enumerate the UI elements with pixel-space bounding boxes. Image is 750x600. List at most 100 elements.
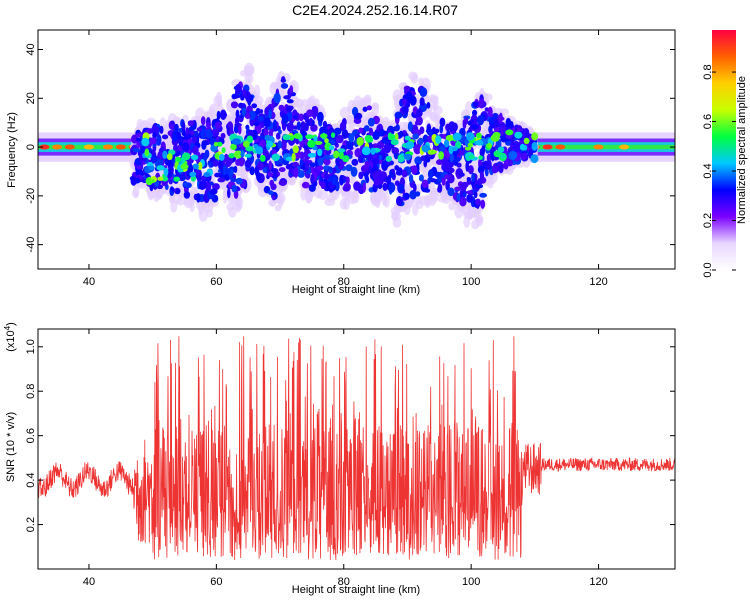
spectral-hotspot	[214, 152, 220, 160]
spectral-blob	[231, 184, 238, 193]
spectral-halo	[360, 96, 372, 105]
spectral-blob	[136, 139, 141, 149]
spectral-halo	[243, 62, 255, 77]
spectral-halo	[228, 207, 237, 218]
spectral-hotspot	[162, 150, 168, 159]
spectral-hotspot	[228, 152, 236, 159]
spectral-blob	[132, 148, 141, 153]
spectral-blob	[281, 76, 286, 83]
spectral-blob	[432, 166, 437, 173]
spectral-halo	[296, 99, 302, 114]
spectral-blob	[263, 117, 271, 128]
spectral-blob	[373, 178, 381, 186]
spectral-hotspot	[427, 149, 437, 155]
spectral-hotspot	[233, 150, 243, 159]
spectral-blob	[391, 168, 395, 175]
spectral-blob	[281, 114, 289, 125]
spectral-blob	[196, 174, 203, 182]
spectral-blob	[419, 126, 425, 134]
spectral-blob	[313, 180, 318, 187]
spectral-blob	[401, 169, 408, 178]
spectral-peak	[619, 144, 630, 150]
spectrogram-panel: 40 60 80 100 120 -40 -20 0 20 40 Height of strai…	[6, 29, 676, 296]
spectral-halo	[390, 212, 402, 221]
spectral-halo	[231, 203, 243, 211]
spectral-hotspot	[320, 133, 328, 139]
spectral-hotspot	[361, 146, 371, 156]
spectral-blob	[505, 117, 512, 129]
spectral-hotspot	[523, 137, 530, 145]
spectral-blob	[220, 132, 226, 139]
spectral-blob	[402, 192, 410, 200]
spectral-hotspot	[397, 154, 405, 163]
spectral-blob	[172, 130, 178, 142]
spectral-blob	[335, 137, 340, 144]
spectral-hotspot	[216, 141, 223, 147]
spectral-blob	[470, 124, 479, 130]
spectral-hotspot	[148, 165, 155, 171]
spectral-blob	[289, 166, 294, 175]
spectral-blob	[327, 166, 333, 174]
spectral-blob	[209, 188, 218, 195]
spectral-hotspot	[497, 146, 505, 153]
spectral-blob	[232, 94, 239, 99]
x-tick-label: 40	[83, 276, 95, 288]
spectral-blob	[324, 173, 330, 180]
spectral-blob	[310, 174, 315, 185]
spectral-blob	[251, 103, 258, 109]
spectral-blob	[308, 184, 316, 192]
spectral-blob	[316, 165, 324, 171]
spectral-hotspot	[531, 132, 539, 141]
spectral-blob	[466, 193, 474, 203]
spectral-blob	[238, 156, 245, 167]
spectral-blob	[331, 167, 337, 174]
spectral-peak	[39, 144, 50, 150]
spectral-blob	[211, 129, 220, 134]
spectral-blob	[352, 158, 359, 166]
spectral-blob	[441, 175, 446, 186]
spectral-blob	[339, 121, 347, 132]
spectral-blob	[342, 176, 348, 181]
spectral-blob	[481, 145, 486, 154]
spectral-blob	[297, 170, 305, 178]
spectral-blob	[293, 167, 299, 178]
spectral-blob	[155, 136, 162, 146]
spectral-blob	[181, 121, 186, 133]
spectral-blob	[161, 134, 169, 140]
spectral-hotspot	[141, 137, 150, 147]
spectral-blob	[391, 147, 399, 154]
spectral-hotspot	[421, 144, 430, 153]
spectral-blob	[267, 190, 274, 195]
spectral-blob	[219, 109, 227, 120]
spectral-blob	[270, 183, 277, 191]
spectrogram-image	[38, 62, 675, 230]
spectral-hotspot	[530, 154, 539, 164]
spectral-blob	[448, 121, 456, 132]
spectral-hotspot	[149, 178, 156, 184]
spectral-blob	[454, 157, 461, 163]
spectral-halo	[465, 101, 473, 115]
spectral-blob	[262, 149, 269, 157]
spectral-blob	[475, 183, 484, 189]
y-tick-label: 0.8	[25, 384, 37, 399]
spectral-blob	[333, 127, 342, 135]
spectral-blob	[465, 160, 470, 172]
spectral-blob	[255, 107, 261, 115]
spectral-blob	[467, 165, 474, 175]
spectral-blob	[278, 129, 282, 135]
spectral-blob	[405, 102, 411, 108]
spectral-halo	[206, 208, 214, 218]
spectral-blob	[434, 128, 440, 134]
spectral-hotspot	[221, 147, 226, 154]
spectral-hotspot	[370, 147, 376, 155]
spectral-halo	[427, 191, 438, 206]
spectral-hotspot	[465, 132, 475, 141]
spectral-blob	[245, 113, 251, 119]
spectral-blob	[509, 121, 514, 129]
spectral-peak	[542, 144, 553, 150]
spectral-hotspot	[240, 150, 245, 158]
spectral-blob	[498, 162, 504, 174]
spectral-hotspot	[508, 150, 518, 160]
spectral-blob	[447, 187, 455, 197]
spectral-hotspot	[292, 145, 299, 154]
